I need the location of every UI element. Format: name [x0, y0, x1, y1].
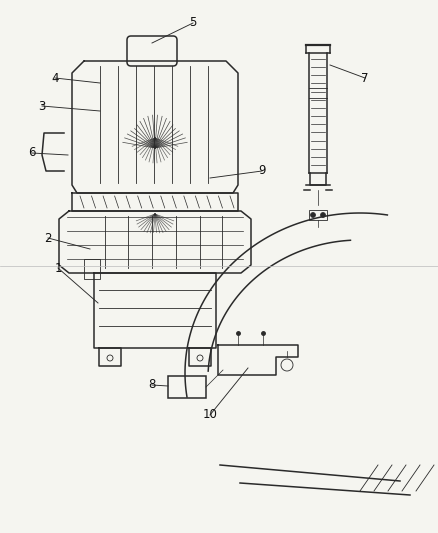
- Text: 1: 1: [54, 262, 62, 274]
- Bar: [84, 259, 100, 279]
- Text: 3: 3: [38, 100, 46, 112]
- Text: 8: 8: [148, 378, 155, 392]
- Circle shape: [311, 213, 315, 217]
- Text: 4: 4: [51, 71, 59, 85]
- Text: 5: 5: [189, 17, 197, 29]
- Text: 2: 2: [44, 231, 52, 245]
- Text: 9: 9: [258, 165, 266, 177]
- Bar: [168, 376, 206, 398]
- Text: 10: 10: [202, 408, 217, 422]
- Text: 7: 7: [361, 71, 369, 85]
- Bar: [309, 210, 327, 220]
- Circle shape: [321, 213, 325, 217]
- Text: 6: 6: [28, 147, 36, 159]
